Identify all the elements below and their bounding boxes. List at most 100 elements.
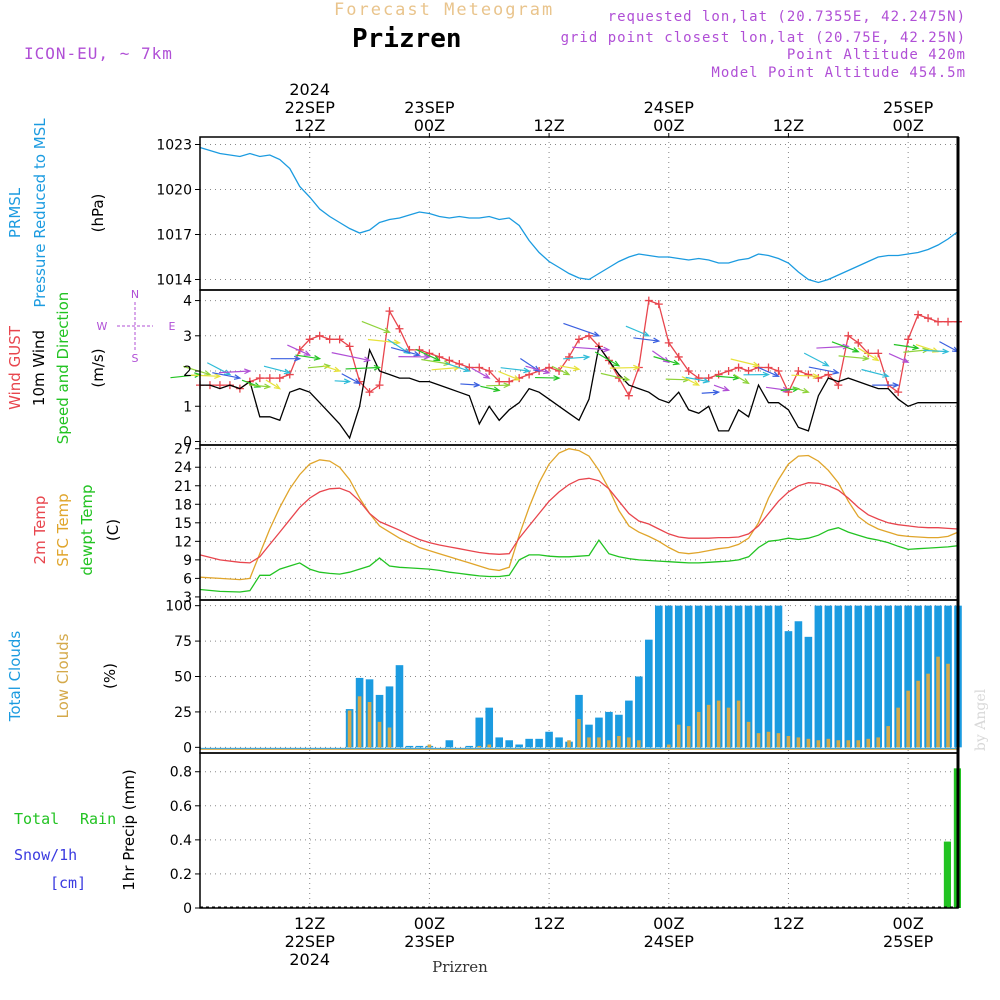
- total-clouds-bar: [635, 676, 643, 748]
- wind-direction-arrow: [471, 367, 490, 379]
- wind-gust-point: [545, 363, 554, 372]
- wind-gust-point: [664, 338, 673, 347]
- total-clouds-bar: [854, 605, 863, 748]
- wind-direction-arrow: [322, 365, 340, 372]
- vane-north-label: N: [131, 288, 139, 301]
- wind-direction-arrowhead: [373, 364, 382, 371]
- page-title: Prizren: [352, 24, 462, 54]
- wind-gust-point: [874, 349, 883, 358]
- wind-direction-arrowhead: [712, 389, 721, 396]
- rain-bar: [943, 841, 952, 908]
- prmsl-label: PRMSL: [6, 187, 24, 238]
- wind-direction-arrowhead: [603, 346, 611, 353]
- wind-direction-arrowhead: [303, 350, 312, 356]
- wind-gust-point: [804, 370, 813, 379]
- wind-direction-arrowhead: [942, 348, 950, 355]
- y-tick-label: 6: [183, 571, 192, 587]
- wind-gust-point: [824, 370, 833, 379]
- wind-direction-arrowhead: [822, 360, 830, 367]
- wind-gust-point: [904, 335, 913, 344]
- wind-gust-point: [305, 335, 314, 344]
- top-time-label: 00Z: [892, 116, 923, 135]
- wind-direction-arrow: [190, 374, 220, 377]
- low-clouds-bar: [816, 740, 821, 748]
- low-clouds-bar: [776, 733, 781, 748]
- y-tick-label: 2: [183, 364, 192, 380]
- top-time-label: 00Z: [653, 116, 684, 135]
- wind-direction-arrow: [838, 355, 869, 360]
- wind-direction-arrow: [685, 376, 709, 383]
- low-clouds-bar: [477, 745, 482, 748]
- total-clouds-bar: [914, 605, 922, 748]
- total-clouds-bar: [535, 738, 543, 748]
- wind-direction-arrowhead: [862, 355, 870, 362]
- wind-direction-arrowhead: [333, 366, 342, 373]
- wind-direction-arrow: [681, 376, 699, 386]
- wind-direction-arrowhead: [633, 364, 641, 371]
- pressure-panel-frame: [199, 136, 959, 291]
- low-clouds-bar: [666, 744, 671, 748]
- total-clouds-bar: [844, 605, 853, 748]
- wind-gust-point: [475, 363, 484, 372]
- wind-direction-arrowhead: [433, 355, 441, 362]
- total-clouds-bar: [525, 738, 533, 748]
- wind-gust-point: [315, 331, 324, 340]
- wind-direction-arrow: [500, 367, 530, 372]
- wind-gust-point: [854, 338, 863, 347]
- wind-direction-arrowhead: [782, 386, 790, 393]
- wind-gust-point: [694, 374, 703, 383]
- low-clouds-bar: [736, 700, 741, 748]
- wind-direction-arrowhead: [652, 337, 661, 344]
- low-clouds-bar: [936, 656, 940, 748]
- wind-direction-arrow: [390, 347, 420, 356]
- wind-direction-arrow: [498, 370, 520, 381]
- wind-direction-arrow: [345, 366, 380, 370]
- y-tick-label: 24: [174, 460, 192, 476]
- top-time-label: 2024: [289, 80, 330, 99]
- low-clouds-bar: [876, 737, 881, 748]
- total-clouds-bar: [485, 707, 494, 748]
- wind-direction-arrowhead: [293, 355, 302, 362]
- y-tick-label: 3: [183, 329, 192, 345]
- wind-direction-arrow: [341, 373, 360, 384]
- bottom-time-label: 12Z: [533, 914, 564, 933]
- wind-direction-arrowhead: [323, 363, 332, 370]
- y-tick-label: 100: [165, 599, 192, 615]
- total-clouds-bar: [784, 631, 793, 748]
- wind-gust-point: [834, 381, 843, 390]
- wind-gust-point: [265, 374, 274, 383]
- total-clouds-bar: [645, 639, 653, 748]
- wind-direction-arrow: [609, 366, 639, 369]
- sfc-temp-series-line: [199, 448, 959, 581]
- model-point-altitude: Model Point Altitude 454.5m: [711, 65, 966, 81]
- low-clouds-bar: [746, 721, 751, 748]
- precip-unit-label: 1hr Precip (mm): [120, 769, 138, 890]
- low-clouds-bar: [806, 738, 811, 748]
- wind-gust-point: [814, 374, 823, 383]
- wind-gust-label: Wind GUST: [6, 325, 24, 410]
- total-clouds-bar: [415, 745, 424, 748]
- bottom-time-label: 00Z: [414, 914, 445, 933]
- bottom-time-label: 00Z: [892, 914, 923, 933]
- wind-direction-arrowhead: [313, 355, 322, 361]
- wind-direction-arrowhead: [583, 354, 591, 361]
- low-clouds-bar: [577, 719, 581, 748]
- wind-gust-point: [794, 367, 803, 376]
- wind-direction-arrow: [780, 388, 799, 392]
- wind-gust-point: [285, 370, 294, 379]
- wind-direction-arrow: [713, 384, 729, 391]
- wind-direction-arrowhead: [473, 381, 481, 388]
- wind-gust-point: [724, 367, 733, 376]
- low-clouds-bar: [357, 696, 362, 748]
- total-clouds-bar: [874, 605, 883, 748]
- wind-direction-arrow: [415, 348, 440, 361]
- model-label: ICON-EU, ~ 7km: [24, 44, 173, 63]
- wind-direction-arrowhead: [513, 375, 521, 381]
- point-altitude: Point Altitude 420m: [786, 47, 966, 63]
- wind-direction-arrowhead: [692, 380, 701, 386]
- credit-label: by Angel: [973, 688, 989, 751]
- low-clouds-bar: [916, 680, 920, 748]
- wind-direction-arrow: [831, 341, 859, 353]
- wind-direction-arrowhead: [244, 368, 252, 375]
- wind-gust-point: [734, 363, 743, 372]
